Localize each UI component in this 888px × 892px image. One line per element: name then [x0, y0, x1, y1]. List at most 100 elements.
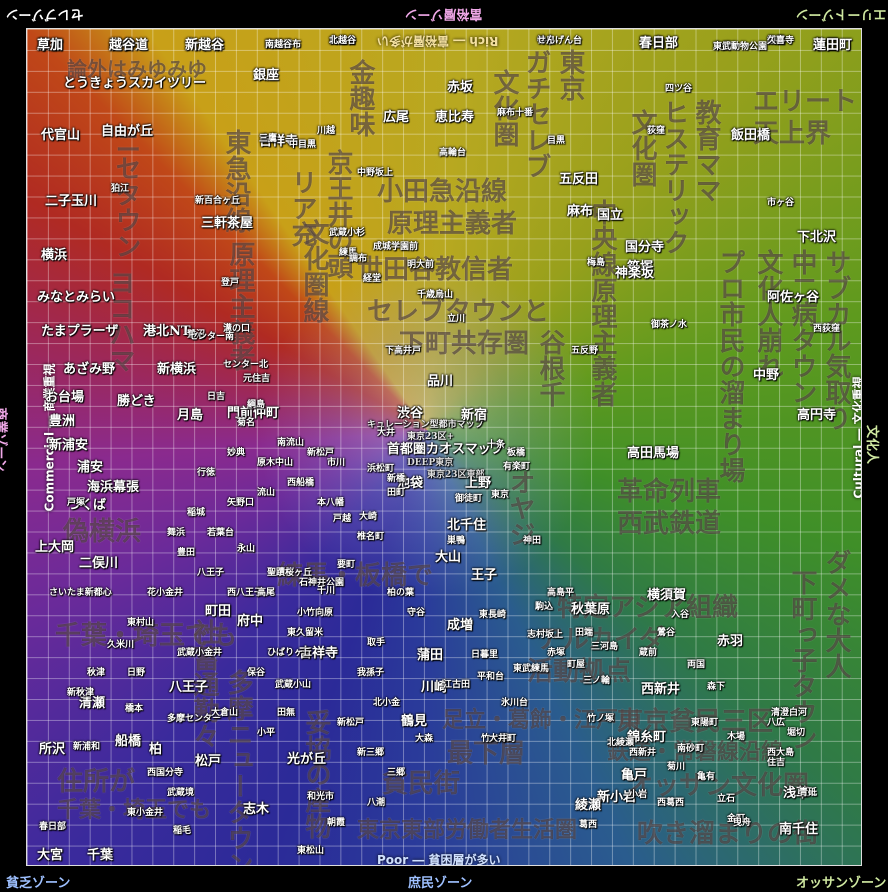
station-label: とうきょうスカイツリー: [63, 76, 207, 91]
station-label: 南越谷: [265, 40, 293, 50]
station-label: 千歳烏山: [417, 290, 454, 300]
phrase-tokyo: 東京: [555, 49, 585, 101]
station-label: 南千住: [779, 822, 819, 837]
station-label: 八王子: [197, 568, 225, 578]
station-label: 御茶ノ水: [651, 320, 688, 330]
station-label: 志木: [243, 802, 270, 817]
station-label: 大井町: [489, 734, 517, 744]
station-label: 行徳: [197, 468, 216, 478]
station-label: 流山: [257, 488, 276, 498]
phrase-keio: 京王井の頭: [323, 149, 353, 279]
station-label: 北小金: [373, 698, 401, 708]
phrase-yanesen: 谷根千: [535, 329, 565, 407]
station-label: 綾瀬: [575, 798, 602, 813]
station-label: 清瀬: [79, 696, 106, 711]
station-label: 戸越: [333, 514, 352, 524]
station-label: 高田馬場: [627, 446, 680, 461]
station-label: 葛西: [579, 820, 598, 830]
station-label: 浜松町: [367, 464, 395, 474]
station-label: 守谷: [407, 608, 426, 618]
station-label: 新秋津: [67, 688, 95, 698]
station-label: 春日部: [39, 822, 67, 832]
phrase-bunkajin: 文化人崩れ: [753, 249, 783, 379]
phrase-rodosha: 東京東部労働者生活圏: [357, 817, 578, 843]
station-label: 新百合ヶ丘: [195, 196, 241, 206]
station-label: 下北沢: [797, 230, 837, 245]
station-label: 御徒町: [455, 494, 483, 504]
station-label: 武蔵小金井: [177, 648, 223, 658]
station-label: 江古田: [443, 680, 471, 690]
phrase-dame-otona: ダメな大人: [821, 549, 851, 679]
station-label: 東松山: [297, 846, 325, 856]
station-label: 麻布: [567, 204, 594, 219]
station-label: 東久留米: [287, 628, 324, 638]
station-label: 品川: [427, 374, 454, 389]
phrase-nerima: 練馬・板橋で: [277, 561, 434, 591]
station-label: 柏: [149, 742, 163, 757]
station-label: 武蔵小山: [275, 680, 312, 690]
phrase-oyaji: オヤジ: [505, 469, 535, 547]
phrase-shitamachi: 下町共存圏: [399, 329, 530, 359]
station-label: 金町: [727, 814, 746, 824]
station-label: あざみ野: [63, 362, 116, 377]
phrase-yokohama: ヨコハマ: [105, 269, 135, 373]
station-label: 稲城: [187, 508, 206, 518]
station-label: 原木中山: [257, 458, 294, 468]
station-label: 新松戸: [307, 448, 335, 458]
station-label: 平和台: [477, 672, 505, 682]
phrase-odakyu: 小田急沿線: [377, 177, 508, 207]
station-label: 田無: [277, 708, 296, 718]
station-label: 光が丘: [287, 752, 327, 767]
station-label: 木場: [727, 732, 746, 742]
station-label: 北綾瀬: [607, 738, 635, 748]
station-label: 北千住: [447, 518, 487, 533]
station-label: 白金台: [329, 36, 357, 46]
station-label: 武蔵境: [167, 788, 195, 798]
station-label: 中目黒: [289, 140, 317, 150]
station-label: 竹ノ塚: [587, 714, 615, 724]
station-label: 三鷹: [259, 134, 278, 144]
station-label: 戸塚: [67, 498, 86, 508]
station-label: 浦安: [77, 460, 104, 475]
station-label: 大宮: [37, 848, 64, 863]
station-label: 和光市: [307, 792, 335, 802]
phrase-hysteric: ヒステリック: [659, 99, 689, 255]
phrase-pro-shimin: プロ市民の溜まり場: [715, 249, 745, 483]
station-label: 鷺沼: [187, 330, 206, 340]
phrase-genri: 原理主義者: [387, 209, 518, 239]
station-label: 四ツ谷: [665, 84, 693, 94]
phrase-joban: 鉄道・常磐線沿線: [607, 739, 784, 765]
phrase-dakyo: 妥協の産物: [301, 709, 331, 839]
phrase-setagaya: 世田谷教信者: [357, 255, 514, 285]
station-label: 西新井: [629, 748, 657, 758]
station-label: 要町: [337, 560, 356, 570]
station-label: 目黒: [547, 136, 566, 146]
phrase-riajuu: リア充: [287, 169, 317, 247]
station-label: 代官山: [41, 128, 81, 143]
station-label: たまプラーザ: [41, 324, 119, 339]
station-label: 飯田橋: [731, 128, 771, 143]
station-label: 原宿: [37, 38, 64, 53]
phrase-hinmingai: 貧民街: [382, 769, 461, 799]
station-label: 渋谷: [397, 406, 424, 421]
station-label: 西葛西: [657, 798, 685, 808]
station-label: 高島平: [547, 588, 575, 598]
station-label: 上野: [465, 476, 492, 491]
station-label: 八王子: [169, 680, 209, 695]
station-label: 椎名町: [357, 532, 385, 542]
station-label: 秋津: [87, 668, 106, 678]
station-label: 亀有: [697, 772, 716, 782]
station-label: センター北: [223, 360, 269, 370]
station-label: 日野: [127, 668, 146, 678]
station-label: 氷川台: [501, 698, 529, 708]
station-label: 大森: [415, 734, 434, 744]
phrase-tokutei: 特定アジア組織: [557, 593, 738, 623]
station-label: 市川: [327, 458, 346, 468]
phrase-alqaeda: アルカイダ: [537, 625, 665, 655]
center-line-5: 東京23区東部: [427, 470, 485, 480]
station-label: 久米川: [107, 640, 135, 650]
station-label: 駒込: [535, 602, 554, 612]
station-label: 護国寺: [767, 36, 795, 46]
corner-bottom-right: オッサンゾーン: [796, 876, 887, 891]
station-label: 港北NT: [143, 324, 191, 339]
